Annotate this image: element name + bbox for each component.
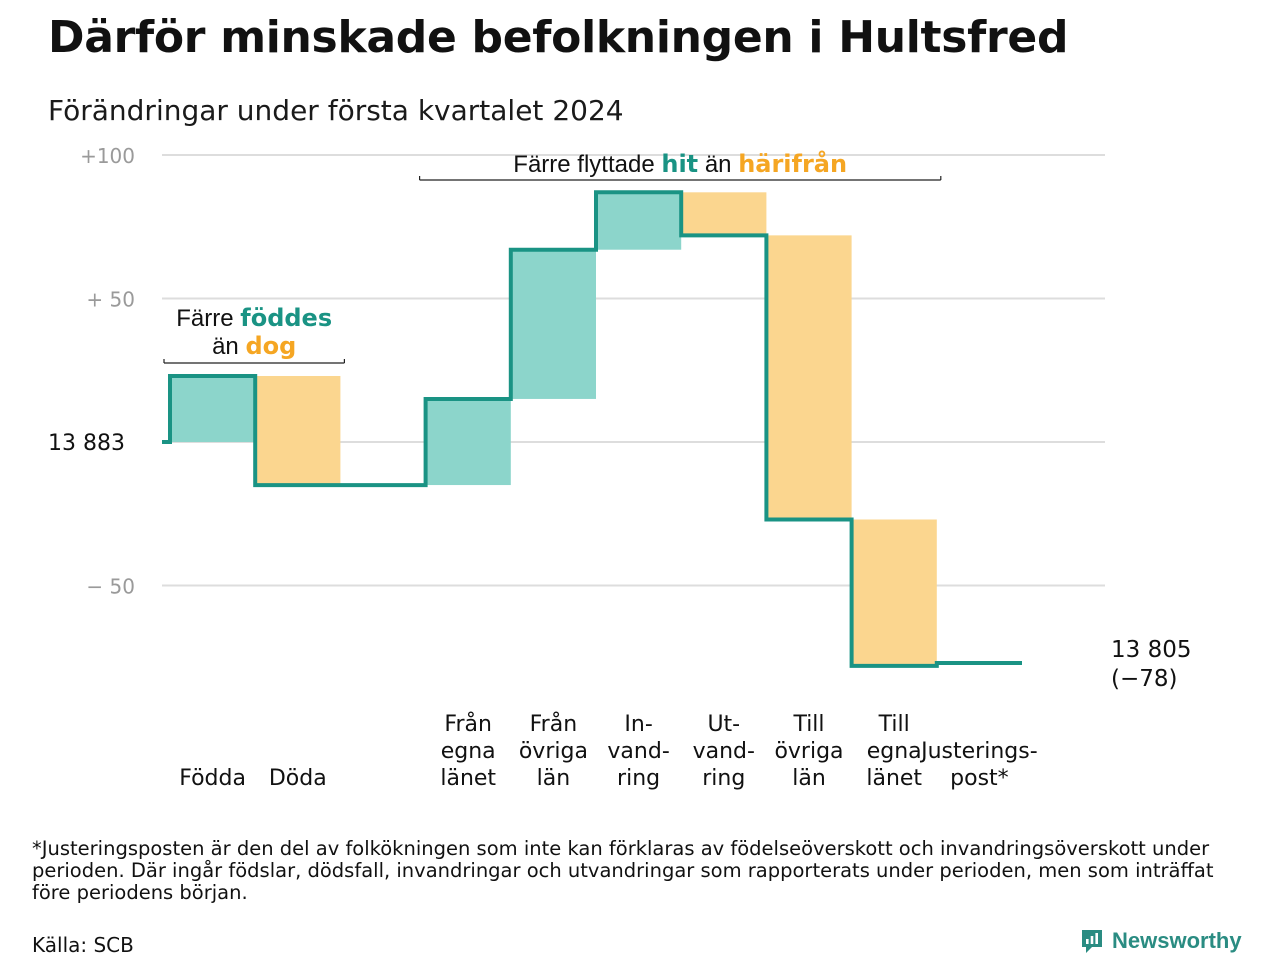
category-label: Till övriga län <box>774 712 843 791</box>
category-label: Från egna länet <box>440 711 496 791</box>
waterfall-chart: +100 + 50 − 50 13 883 13 805 (−78) Födda Döda Fr… <box>48 144 1191 791</box>
category-label: Döda <box>269 766 327 791</box>
source-label: Källa: SCB <box>32 933 134 957</box>
bar-från-egna-länet <box>425 398 511 486</box>
annotation-moves-text: Färre flyttade hit än härifrån <box>513 149 847 178</box>
bar-till-egna-länet <box>851 519 937 666</box>
chart-subtitle: Förändringar under första kvartalet 2024 <box>48 94 624 127</box>
end-value-label: 13 805 <box>1111 637 1191 663</box>
brand-logo[interactable]: Newsworthy <box>1080 928 1242 954</box>
cumulative-step-line <box>162 190 1022 668</box>
newsworthy-logo-icon <box>1082 930 1102 953</box>
footnote: *Justeringsposten är den del av folkökni… <box>32 837 1214 904</box>
category-label: Till egna länet <box>866 712 922 791</box>
bar-från-övriga-län <box>510 249 596 399</box>
chart-title: Därför minskade befolkningen i Hultsfred <box>48 12 1069 63</box>
category-label: Födda <box>179 766 246 791</box>
annotation-births-deaths-text: Färre föddes <box>176 304 332 332</box>
category-label: Ut-vand-ring <box>693 712 755 791</box>
net-change-label: (−78) <box>1111 666 1177 692</box>
category-label: Från övriga län <box>519 711 588 791</box>
category-label: In-vand-ring <box>607 712 669 791</box>
y-tick-label: + 50 <box>86 288 135 312</box>
brand-name: Newsworthy <box>1112 928 1242 953</box>
start-value-label: 13 883 <box>48 431 125 456</box>
annotation-births-deaths-text: än dog <box>212 332 296 360</box>
bar-döda <box>255 375 341 486</box>
bar-ut-vandring <box>681 192 767 236</box>
y-tick-label: +100 <box>80 144 135 168</box>
bar-in-vandring <box>596 192 682 250</box>
bar-födda <box>170 375 256 442</box>
category-label: Justerings-post* <box>919 739 1038 791</box>
y-tick-label: − 50 <box>86 575 135 599</box>
bar-till-övriga-län <box>766 235 852 520</box>
